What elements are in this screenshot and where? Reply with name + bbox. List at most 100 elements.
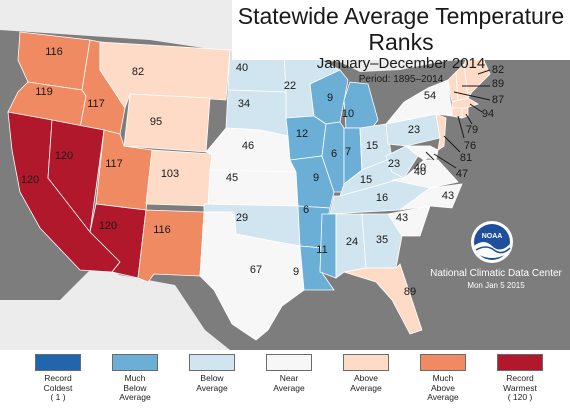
rank-label-RI: 79 bbox=[466, 124, 478, 136]
rank-label-ME: 82 bbox=[492, 64, 504, 76]
map-period: January–December 2014 bbox=[316, 55, 486, 72]
rank-label-KS: 45 bbox=[226, 172, 238, 184]
rank-label-TX: 67 bbox=[250, 264, 262, 276]
legend-label: Record Warmest( 120 ) bbox=[503, 373, 537, 402]
rank-label-CO: 103 bbox=[161, 168, 179, 180]
state-layer bbox=[7, 31, 491, 341]
rank-label-VA: 40 bbox=[414, 162, 426, 174]
legend-item-below: Below Average bbox=[172, 350, 252, 393]
rank-label-NH: 89 bbox=[492, 78, 504, 90]
rank-label-MN: 22 bbox=[284, 80, 296, 92]
legend-item-record-coldest: Record Coldest( 1 ) bbox=[18, 350, 98, 403]
rank-label-NY: 54 bbox=[424, 90, 436, 102]
state-WA[interactable] bbox=[17, 31, 91, 91]
legend-item-much-below: Much Below Average bbox=[95, 350, 175, 403]
legend-item-above: Above Average bbox=[326, 350, 406, 393]
rank-label-IN: 7 bbox=[345, 146, 351, 158]
state-CT[interactable] bbox=[451, 107, 463, 119]
legend-label: Below Average bbox=[196, 373, 228, 393]
credit-block: National Climatic Data Center Mon Jan 5 … bbox=[426, 268, 566, 291]
state-SC[interactable] bbox=[387, 205, 431, 237]
rank-label-LA: 9 bbox=[293, 266, 299, 278]
state-KS[interactable] bbox=[207, 169, 299, 207]
state-NJ[interactable] bbox=[435, 113, 447, 151]
rank-label-UT: 117 bbox=[105, 158, 123, 170]
rank-label-WV: 23 bbox=[388, 158, 400, 170]
leader-line-NJ bbox=[443, 135, 461, 153]
rank-label-NE: 46 bbox=[242, 140, 254, 152]
leader-line-MA bbox=[469, 103, 483, 113]
leader-line-DE bbox=[433, 153, 457, 169]
legend-swatch bbox=[343, 354, 389, 371]
rank-label-NM: 116 bbox=[153, 224, 171, 236]
rank-label-MD: 40 bbox=[414, 166, 426, 178]
leader-line-VT bbox=[453, 91, 491, 101]
state-TX[interactable] bbox=[199, 211, 305, 341]
state-WY[interactable] bbox=[123, 93, 211, 153]
rank-label-SC: 43 bbox=[396, 212, 408, 224]
rank-label-ID: 117 bbox=[87, 98, 105, 110]
rank-label-FL: 89 bbox=[404, 286, 416, 298]
legend-label: Much Below Average bbox=[119, 373, 151, 402]
rank-label-NV: 120 bbox=[55, 150, 73, 162]
leader-line-ME bbox=[477, 69, 491, 75]
rank-label-DE: 47 bbox=[456, 168, 468, 180]
legend-item-record-warmest: Record Warmest( 120 ) bbox=[480, 350, 560, 403]
rank-label-AR: 6 bbox=[303, 204, 309, 216]
agency-name: National Climatic Data Center bbox=[430, 268, 562, 279]
rank-label-WI: 9 bbox=[327, 92, 333, 104]
rank-label-MO: 9 bbox=[313, 172, 319, 184]
rank-label-WA: 116 bbox=[45, 46, 63, 58]
legend: Record Coldest( 1 ) Much Below Average Belo… bbox=[0, 350, 570, 412]
rank-label-MS: 11 bbox=[316, 244, 327, 256]
rank-label-AL: 24 bbox=[346, 236, 358, 248]
title-box: Statewide Average Temperature Ranks Janu… bbox=[232, 0, 570, 85]
leader-line-RI bbox=[465, 113, 473, 125]
rank-label-MT: 82 bbox=[132, 66, 144, 78]
state-NC[interactable] bbox=[399, 183, 463, 211]
map-title: Statewide Average Temperature Ranks bbox=[237, 3, 565, 55]
rank-label-NJ: 81 bbox=[460, 152, 472, 164]
rank-label-KY: 15 bbox=[360, 174, 372, 186]
legend-swatch bbox=[497, 354, 543, 371]
rank-label-AZ: 120 bbox=[99, 220, 117, 232]
state-FL[interactable] bbox=[343, 263, 423, 335]
state-LA[interactable] bbox=[299, 245, 335, 291]
state-MD[interactable] bbox=[404, 145, 431, 161]
rank-label-VT: 87 bbox=[492, 94, 504, 106]
rank-label-WY: 95 bbox=[150, 116, 162, 128]
rank-label-TN: 16 bbox=[376, 192, 388, 204]
legend-label: Record Coldest( 1 ) bbox=[43, 373, 73, 402]
leader-line-CT bbox=[457, 115, 465, 139]
rank-label-ND: 40 bbox=[236, 62, 248, 74]
rank-label-NC: 43 bbox=[442, 190, 454, 202]
rank-label-OR: 119 bbox=[35, 86, 53, 98]
state-NM[interactable] bbox=[137, 209, 205, 283]
rank-label-IA: 12 bbox=[296, 128, 308, 140]
leader-lines bbox=[425, 69, 491, 169]
issue-date: Mon Jan 5 2015 bbox=[467, 281, 525, 290]
noaa-logo-icon: NOAA bbox=[471, 221, 513, 263]
legend-swatch bbox=[112, 354, 158, 371]
state-GA[interactable] bbox=[361, 213, 403, 269]
rank-label-PA: 23 bbox=[408, 124, 420, 136]
legend-label: Near Average bbox=[273, 373, 305, 393]
rank-label-OK: 29 bbox=[236, 212, 248, 224]
rank-label-CT: 76 bbox=[464, 140, 476, 152]
legend-item-near: Near Average bbox=[249, 350, 329, 393]
rank-label-SD: 34 bbox=[238, 98, 250, 110]
noaa-logo-text: NOAA bbox=[482, 233, 503, 240]
legend-swatch bbox=[189, 354, 235, 371]
legend-swatch bbox=[420, 354, 466, 371]
state-WV[interactable] bbox=[385, 145, 419, 179]
rank-label-GA: 35 bbox=[376, 234, 388, 246]
legend-label: Above Average bbox=[350, 373, 382, 393]
rank-label-IL: 6 bbox=[331, 148, 337, 160]
leader-line-MD bbox=[425, 151, 435, 161]
legend-swatch bbox=[266, 354, 312, 371]
rank-label-OH: 15 bbox=[366, 140, 378, 152]
record-period: Period: 1895–2014 bbox=[358, 74, 444, 85]
ocean-patch-west bbox=[0, 60, 90, 300]
legend-label: Much Above Average bbox=[427, 373, 459, 402]
